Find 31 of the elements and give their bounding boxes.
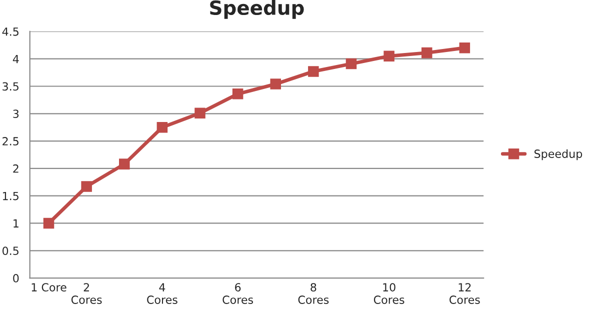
point xyxy=(194,108,206,118)
x-tick-label: 8 Cores xyxy=(298,283,329,304)
point xyxy=(270,78,281,90)
point xyxy=(308,66,319,77)
y-tick-label: 0.5 xyxy=(2,246,18,256)
point xyxy=(43,218,54,229)
point xyxy=(81,181,92,192)
y-tick-label: 4.5 xyxy=(2,28,18,36)
y-tick-label: 1 xyxy=(14,219,18,228)
x-tick-label: 2 Cores xyxy=(71,283,102,304)
point xyxy=(118,158,130,170)
point xyxy=(156,122,168,133)
x-tick-label: 4 Cores xyxy=(147,283,178,304)
y-tick-label: 4 xyxy=(12,54,19,64)
x-tick-label: 1 Core xyxy=(32,283,66,292)
point xyxy=(232,88,244,100)
y-tick-label: 2.5 xyxy=(2,137,18,146)
y-tick-label: 3 xyxy=(13,110,19,118)
y-tick-label: 3.5 xyxy=(2,82,18,91)
x-tick-label: 12 Cores xyxy=(450,283,480,304)
y-tick-label: 0 xyxy=(13,274,19,282)
chart-title: Speedup xyxy=(210,0,304,19)
x-tick-label: 6 Cores xyxy=(222,283,254,304)
point xyxy=(459,42,470,54)
x-tick-label: 10 Cores xyxy=(374,283,404,304)
legend-label: Speedup xyxy=(534,149,582,160)
y-tick-label: 1.5 xyxy=(2,192,18,200)
y-tick-label: 2 xyxy=(13,164,18,173)
point xyxy=(346,58,357,70)
point xyxy=(384,50,394,62)
point xyxy=(421,47,432,58)
